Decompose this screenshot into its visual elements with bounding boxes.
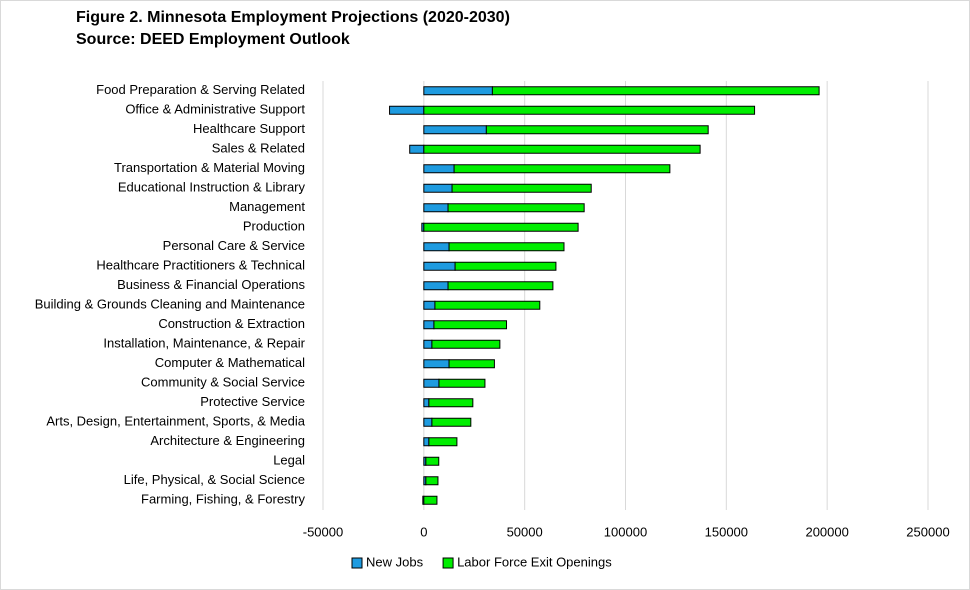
bar [425,456,440,466]
legend-label: Labor Force Exit Openings [457,554,612,569]
bar [425,476,439,486]
bar [434,300,541,310]
bar [423,300,436,310]
y-tick-label: Business & Financial Operations [117,277,305,292]
bar [423,417,433,427]
bar [453,164,671,174]
y-tick-label: Computer & Mathematical [155,355,305,370]
bar [423,261,456,271]
y-tick-label: Life, Physical, & Social Science [124,472,305,487]
bar [423,339,433,349]
x-tick-label: -50000 [303,524,343,539]
legend-swatch [351,557,363,569]
y-tick-label: Educational Instruction & Library [118,180,306,195]
bar [423,144,701,154]
bar [423,437,430,447]
bar [423,222,579,232]
y-tick-label: Protective Service [200,394,305,409]
y-tick-label: Healthcare Practitioners & Technical [96,258,305,273]
y-tick-label: Transportation & Material Moving [114,160,305,175]
y-tick-label: Architecture & Engineering [150,433,305,448]
y-tick-label: Farming, Fishing, & Forestry [141,492,305,507]
bar [491,86,820,96]
bar [423,105,756,115]
bar [423,320,435,330]
chart-title: Figure 2. Minnesota Employment Projectio… [76,9,510,26]
x-tick-label: 50000 [507,524,543,539]
bar [448,359,495,369]
bar [447,281,554,291]
legend-label: New Jobs [366,554,424,569]
x-tick-label: 0 [420,524,427,539]
bar [423,164,455,174]
bar [447,203,585,213]
y-tick-label: Building & Grounds Cleaning and Maintena… [35,297,305,312]
y-tick-label: Community & Social Service [141,375,305,390]
x-tick-label: 100000 [604,524,647,539]
y-tick-label: Legal [273,453,305,468]
y-tick-label: Production [243,219,305,234]
bar [428,437,458,447]
bar [423,203,449,213]
x-tick-label: 150000 [705,524,748,539]
bar [423,183,453,193]
bar [423,242,450,252]
legend-swatch [442,557,454,569]
bar [423,125,487,135]
bar [431,417,472,427]
bar [438,378,486,388]
bar [389,105,425,115]
x-tick-label: 250000 [906,524,949,539]
y-tick-label: Office & Administrative Support [125,102,305,117]
chart-subtitle: Source: DEED Employment Outlook [76,31,350,48]
y-tick-label: Personal Care & Service [163,238,305,253]
y-tick-label: Arts, Design, Entertainment, Sports, & M… [46,414,305,429]
bar [423,281,449,291]
y-tick-label: Healthcare Support [193,121,305,136]
bar [423,359,450,369]
y-tick-label: Management [229,199,305,214]
x-tick-label: 200000 [805,524,848,539]
bar [448,242,565,252]
bar [428,398,474,408]
y-tick-label: Installation, Maintenance, & Repair [103,336,305,351]
bar [423,86,493,96]
bar [451,183,592,193]
y-tick-label: Construction & Extraction [158,316,305,331]
bar [433,320,508,330]
y-tick-label: Sales & Related [212,141,305,156]
bar [423,398,430,408]
bar [431,339,501,349]
bar [409,144,425,154]
bar [423,378,440,388]
y-tick-label: Food Preparation & Serving Related [96,82,305,97]
bar [485,125,709,135]
bar [454,261,557,271]
bar [423,495,438,505]
